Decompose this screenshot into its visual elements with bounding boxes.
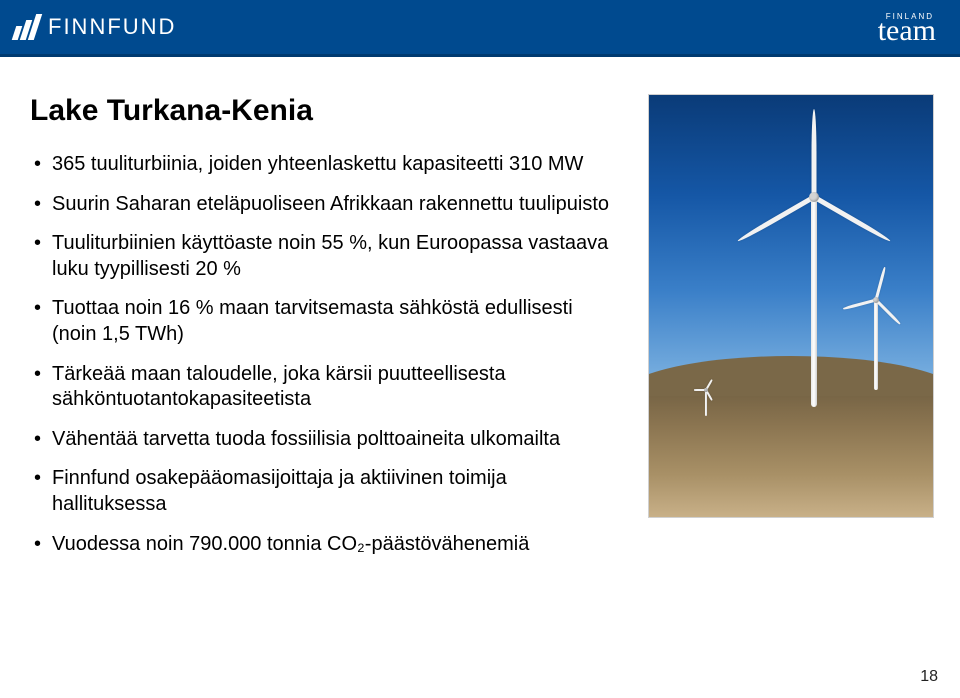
finnfund-logo-icon: [14, 14, 38, 40]
header-bar: FINNFUND FINLAND team: [0, 0, 960, 54]
slide-title: Lake Turkana-Kenia: [30, 94, 620, 128]
bullet-item: Vähentää tarvetta tuoda fossiilisia polt…: [30, 427, 620, 453]
bullet-item: Tuottaa noin 16 % maan tarvitsemasta säh…: [30, 296, 620, 347]
bullet-item: 365 tuuliturbiinia, joiden yhteenlaskett…: [30, 152, 620, 178]
page-number: 18: [920, 668, 938, 686]
slide-body: Lake Turkana-Kenia 365 tuuliturbiinia, j…: [0, 54, 960, 591]
brand-right: FINLAND team: [878, 12, 936, 43]
brand-right-script: team: [878, 19, 936, 43]
bullet-list: 365 tuuliturbiinia, joiden yhteenlaskett…: [30, 152, 620, 557]
bullet-item: Suurin Saharan eteläpuoliseen Afrikkaan …: [30, 192, 620, 218]
text-column: Lake Turkana-Kenia 365 tuuliturbiinia, j…: [30, 94, 620, 571]
wind-turbine-image: [648, 94, 934, 518]
hills-background: [649, 374, 933, 517]
bullet-item: Finnfund osakepääomasijoittaja ja aktiiv…: [30, 466, 620, 517]
bullet-item: Tärkeää maan taloudelle, joka kärsii puu…: [30, 362, 620, 413]
brand-name: FINNFUND: [48, 14, 176, 40]
sky-background: [649, 95, 933, 382]
bullet-item: Tuuliturbiinien käyttöaste noin 55 %, ku…: [30, 231, 620, 282]
bullet-item: Vuodessa noin 790.000 tonnia CO₂-päästöv…: [30, 532, 620, 558]
image-column: [648, 94, 934, 571]
brand-left: FINNFUND: [14, 14, 176, 40]
